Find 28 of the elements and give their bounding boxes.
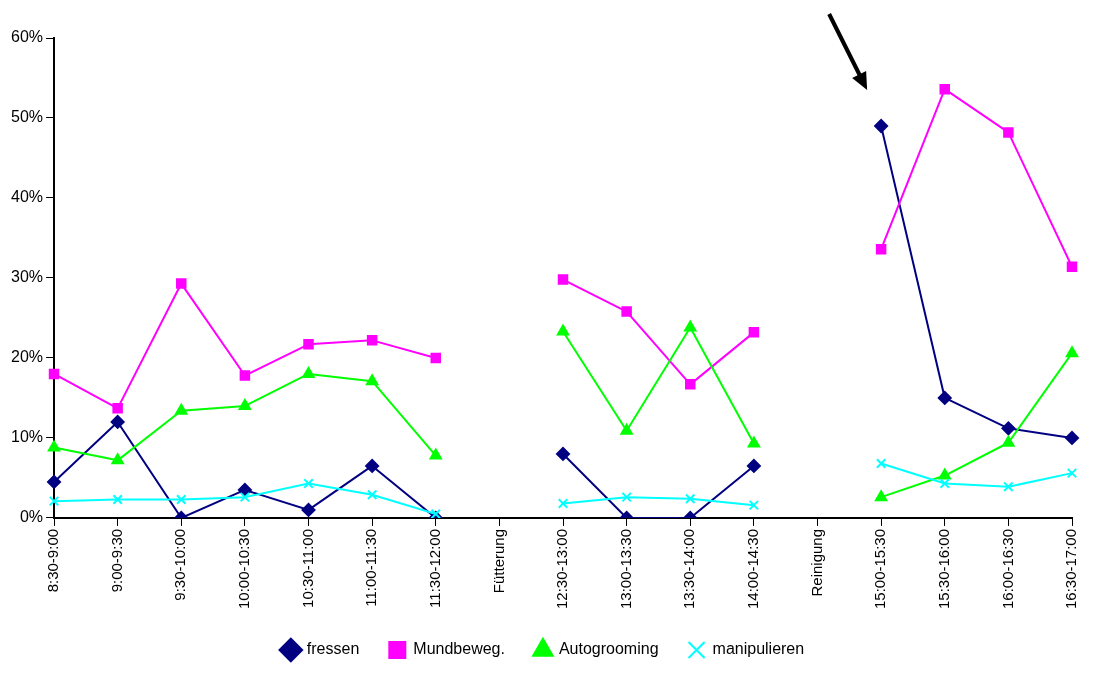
x-tick-label: 16:30-17:00 <box>1062 528 1080 610</box>
x-tick-label: 14:00-14:30 <box>744 528 762 610</box>
x-tick-label: Fütterung <box>489 528 507 594</box>
x-tick-label: 9:30-10:00 <box>171 528 189 601</box>
legend-label: Autogrooming <box>558 640 659 658</box>
x-tick-label: 15:30-16:00 <box>934 528 952 610</box>
x-tick-label: 12:30-13:00 <box>553 528 571 610</box>
y-tick-label: 0% <box>19 508 44 526</box>
y-tick-label: 20% <box>10 348 44 366</box>
legend-label: Mundbeweg. <box>413 640 505 658</box>
x-tick-label: Reinigung <box>807 528 825 597</box>
x-tick-label: 15:00-15:30 <box>871 528 889 610</box>
x-tick-label: 13:00-13:30 <box>616 528 634 610</box>
x-tick-label: 11:00-11:30 <box>362 528 380 607</box>
y-tick-label: 50% <box>10 108 44 126</box>
legend-label: manipulieren <box>712 640 805 658</box>
x-tick-label: 10:30-11:00 <box>298 528 316 608</box>
x-tick-label: 10:00-10:30 <box>235 528 253 610</box>
x-tick-label: 8:30-9:00 <box>44 528 62 593</box>
y-tick-label: 60% <box>10 28 44 46</box>
y-tick-label: 10% <box>10 428 44 446</box>
y-tick-label: 40% <box>10 188 44 206</box>
x-tick-label: 13:30-14:00 <box>680 528 698 610</box>
x-tick-label: 16:00-16:30 <box>998 528 1016 610</box>
x-tick-label: 9:00-9:30 <box>107 528 125 593</box>
y-tick-label: 30% <box>10 268 44 286</box>
legend-label: fressen <box>306 640 360 658</box>
x-tick-label: 11:30-12:00 <box>425 528 443 608</box>
